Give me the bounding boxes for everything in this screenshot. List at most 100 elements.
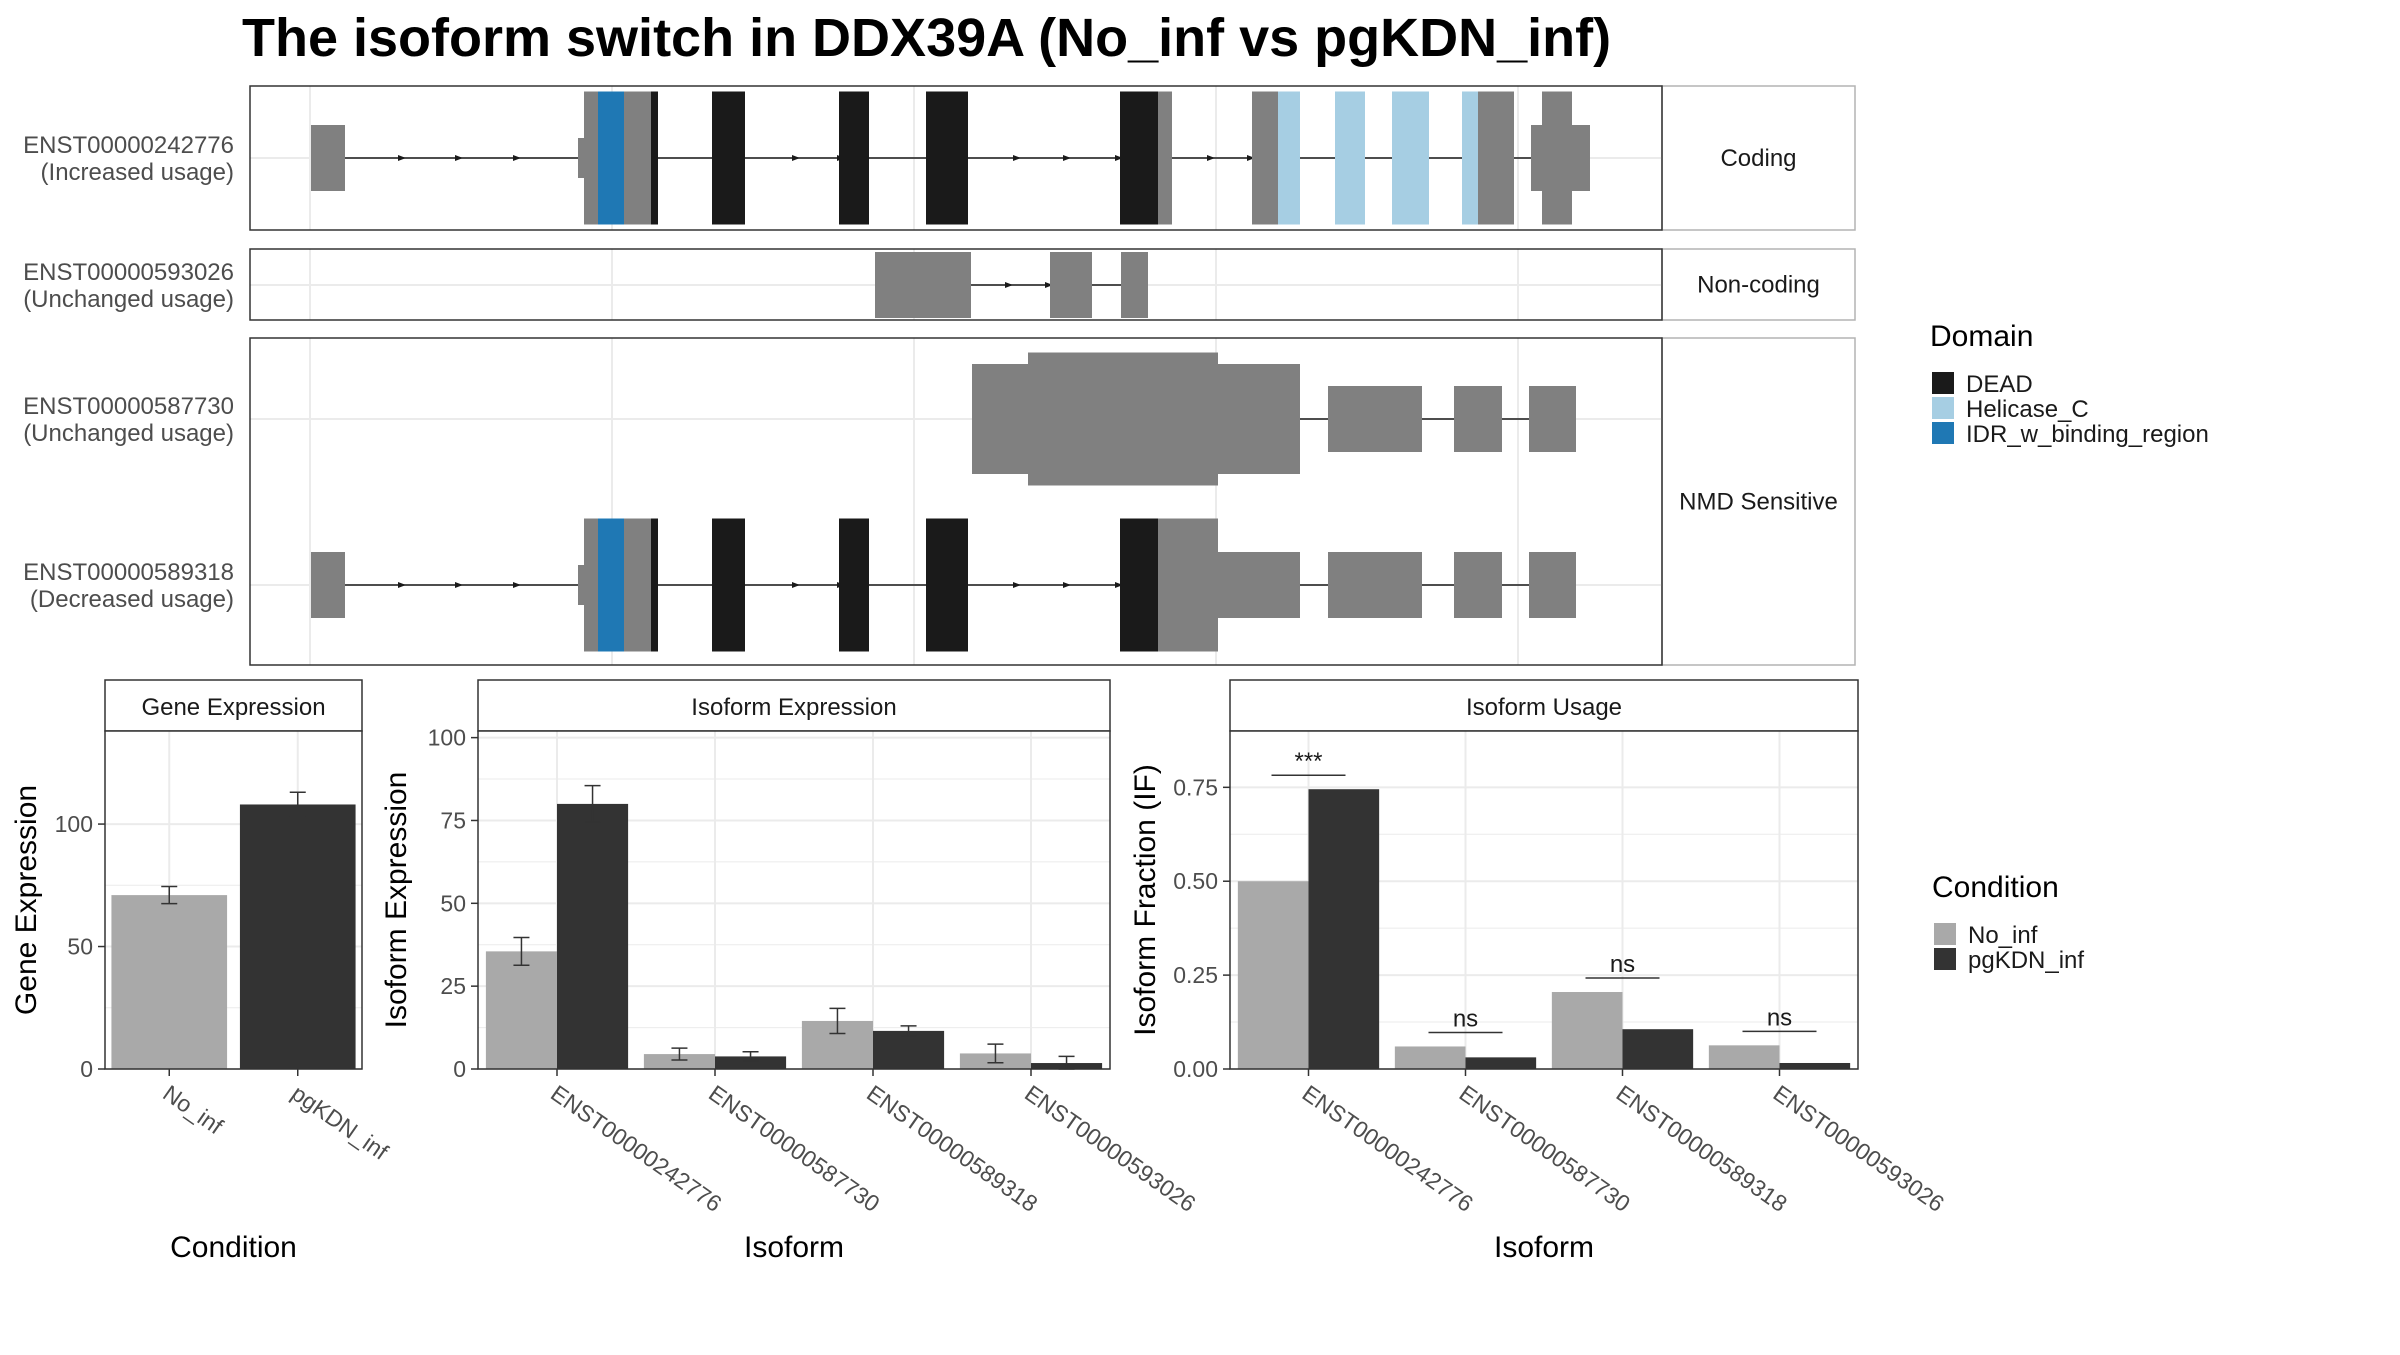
exon-block [1218, 364, 1300, 474]
dead-domain-block [926, 518, 968, 652]
helicase_c-domain-block [1462, 91, 1478, 225]
y-tick-label: 0.50 [1173, 868, 1218, 894]
exon-block [584, 518, 598, 652]
strand-arrow [1115, 582, 1123, 588]
transcript-usage-label: (Decreased usage) [30, 586, 234, 613]
domain-legend-title: Domain [1930, 320, 2033, 353]
bar [557, 803, 629, 1069]
bar [1394, 1046, 1466, 1069]
domain-legend-label: IDR_w_binding_region [1966, 421, 2209, 448]
panel-strip [1229, 679, 1859, 732]
y-tick-label: 0.00 [1173, 1056, 1218, 1082]
bar-chart-panel: Isoform Expression 0 25 50 75 100 ENST00000242… [380, 679, 1201, 1264]
exon-block [972, 364, 1028, 474]
x-axis-title: Isoform [744, 1231, 844, 1264]
exon-block [1531, 125, 1542, 191]
panel-strip [477, 679, 1111, 732]
bar [1779, 1062, 1851, 1069]
exon-block [1572, 125, 1590, 191]
facet-label: NMD Sensitive [1679, 489, 1838, 516]
exon-block [578, 138, 585, 178]
helicase_c-domain-block [1278, 91, 1300, 225]
significance-label: ns [1767, 1004, 1792, 1031]
dead-domain-block [1120, 91, 1158, 225]
bar [239, 804, 356, 1069]
panel-title: Gene Expression [141, 694, 325, 721]
condition-legend-title: Condition [1932, 871, 2059, 904]
x-tick-label: ENST00000589318 [862, 1080, 1042, 1217]
dead-domain-block [651, 91, 658, 225]
exon-block [311, 552, 345, 618]
y-axis-title: Isoform Fraction (IF) [1129, 764, 1162, 1036]
exon-block [1158, 518, 1218, 652]
strand-arrow [455, 155, 463, 161]
idr-domain-block [598, 518, 624, 652]
helicase_c-domain-block [1392, 91, 1429, 225]
y-tick-label: 75 [440, 807, 466, 833]
structure-panel-border [249, 85, 1663, 231]
plot-area-border [104, 730, 363, 1070]
exon-block [1454, 386, 1502, 452]
x-tick-label: ENST00000587730 [704, 1080, 884, 1217]
y-axis-title: Isoform Expression [380, 772, 413, 1029]
bar [715, 1056, 787, 1069]
bar [1551, 992, 1623, 1069]
strand-arrow [1013, 155, 1021, 161]
exon-block [1328, 386, 1422, 452]
transcript-usage-label: (Unchanged usage) [23, 420, 234, 447]
bar-chart-panel: Isoform Usage 0.00 0.25 0.50 0.75 *** ns ns ns EN… [1129, 679, 1949, 1264]
domain-legend-label: Helicase_C [1966, 396, 2089, 423]
dead-domain-block [1120, 518, 1158, 652]
y-tick-label: 0 [453, 1056, 466, 1082]
transcript-structure-plot: Coding Non-coding NMD Sensitive ENST0000024… [23, 85, 1856, 666]
bar [1622, 1029, 1694, 1069]
exon-block [1529, 386, 1576, 452]
exon-block [1121, 252, 1148, 318]
y-tick-label: 0.25 [1173, 962, 1218, 988]
exon-block [578, 565, 585, 605]
strand-arrow [1013, 582, 1021, 588]
strand-arrow [1045, 282, 1053, 288]
condition-legend-swatch [1934, 948, 1956, 970]
strand-arrow [513, 582, 521, 588]
domain-legend-label: DEAD [1966, 371, 2033, 398]
dead-domain-block [839, 91, 869, 225]
y-tick-label: 50 [440, 890, 466, 916]
condition-legend-swatch [1934, 923, 1956, 945]
panel-title: Isoform Usage [1466, 694, 1622, 721]
strand-arrow [792, 582, 800, 588]
exon-block [1542, 91, 1572, 225]
strand-arrow [398, 155, 406, 161]
y-tick-label: 50 [67, 934, 93, 960]
bar [111, 895, 228, 1069]
exon-block [1529, 552, 1576, 618]
dead-domain-block [926, 91, 968, 225]
exon-block [624, 518, 651, 652]
condition-legend-label: pgKDN_inf [1968, 947, 2084, 974]
strand-arrow [1005, 282, 1013, 288]
significance-label: ns [1610, 951, 1635, 978]
bar [1308, 789, 1380, 1069]
bar-charts: Gene Expression 0 50 100 No_inf pgKDN_inf Cond… [10, 679, 1949, 1264]
structure-panel-border [249, 337, 1663, 666]
strand-arrow [455, 582, 463, 588]
exon-block [1328, 552, 1422, 618]
y-tick-label: 0.75 [1173, 774, 1218, 800]
bar [1708, 1045, 1780, 1069]
strand-arrow [1115, 155, 1123, 161]
dead-domain-block [712, 91, 745, 225]
y-axis-title: Gene Expression [10, 785, 43, 1015]
strand-arrow [1247, 155, 1255, 161]
exon-block [584, 91, 598, 225]
facet-strip [1661, 337, 1856, 666]
x-tick-label: ENST00000589318 [1612, 1080, 1792, 1217]
transcript-id-label: ENST00000593026 [23, 259, 234, 286]
transcript-id-label: ENST00000589318 [23, 559, 234, 586]
transcript-usage-label: (Increased usage) [41, 159, 234, 186]
strand-arrow [1063, 582, 1071, 588]
condition-legend-label: No_inf [1968, 922, 2038, 949]
x-tick-label: ENST00000587730 [1455, 1080, 1635, 1217]
strand-arrow [792, 155, 800, 161]
